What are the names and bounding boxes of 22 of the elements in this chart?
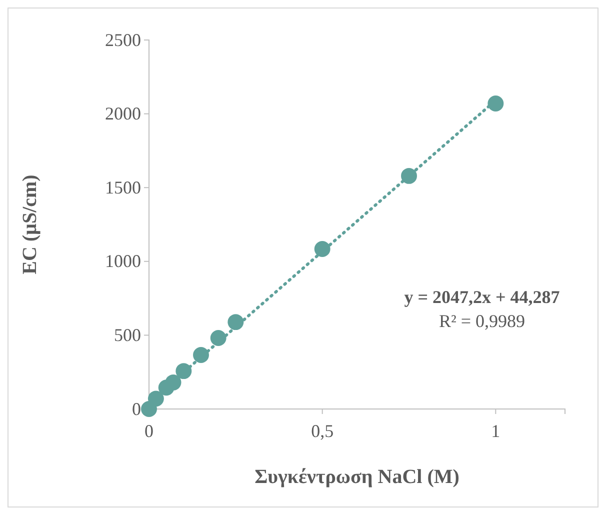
y-tick-label: 1500 xyxy=(105,177,141,198)
y-tick-label: 2000 xyxy=(105,104,141,124)
point xyxy=(228,314,244,330)
point xyxy=(165,374,182,390)
y-tick-label: 1000 xyxy=(105,251,141,272)
x-tick-label: 0,5 xyxy=(311,420,334,441)
point xyxy=(401,168,417,184)
point xyxy=(210,330,226,346)
point xyxy=(148,390,164,407)
point xyxy=(176,363,192,380)
x-axis-title: Συγκέντρωση NaCl (M) xyxy=(254,466,460,488)
point xyxy=(488,96,504,112)
y-axis-title: EC (μS/cm) xyxy=(19,174,41,274)
point xyxy=(314,241,330,257)
x-tick-label: 0 xyxy=(144,420,154,441)
y-tick-label: 0 xyxy=(132,398,141,419)
y-tick-label: 500 xyxy=(114,324,141,345)
annotation: R² = 0,9989 xyxy=(438,311,526,331)
x-tick-label: 1 xyxy=(491,420,500,441)
annotation: y = 2047,2x + 44,287 xyxy=(404,287,560,307)
y-tick-label: 2500 xyxy=(105,30,141,50)
point xyxy=(193,347,209,363)
